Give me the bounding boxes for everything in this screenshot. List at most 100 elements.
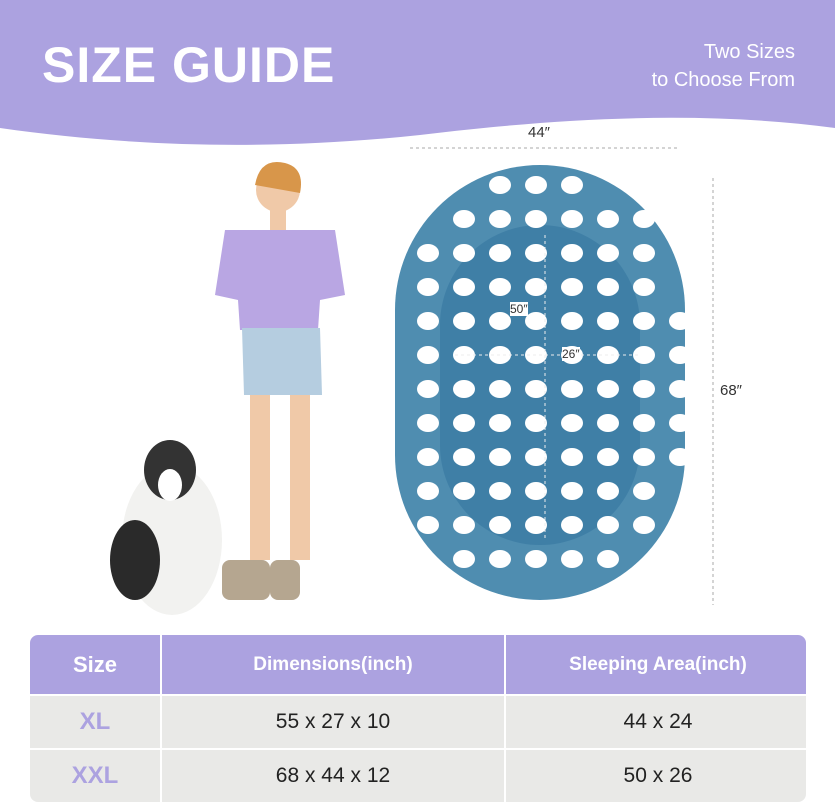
subtitle: Two Sizes to Choose From xyxy=(652,38,795,94)
cloud-pattern xyxy=(633,380,655,398)
cloud-pattern xyxy=(633,448,655,466)
cloud-pattern xyxy=(453,414,475,432)
cloud-pattern xyxy=(525,176,547,194)
cloud-pattern xyxy=(489,176,511,194)
subtitle-line-1: Two Sizes xyxy=(703,41,795,63)
cloud-pattern xyxy=(525,448,547,466)
cloud-pattern xyxy=(597,550,619,568)
cloud-pattern xyxy=(597,244,619,262)
cloud-pattern xyxy=(633,312,655,330)
row-sleeping-area: 50 x 26 xyxy=(506,750,806,802)
cloud-pattern xyxy=(453,312,475,330)
person-figure xyxy=(215,161,345,600)
cloud-pattern xyxy=(597,278,619,296)
cloud-pattern xyxy=(525,312,547,330)
cloud-pattern xyxy=(669,414,691,432)
cloud-pattern xyxy=(453,278,475,296)
cloud-pattern xyxy=(525,278,547,296)
header-dimensions: Dimensions(inch) xyxy=(162,635,504,694)
subtitle-line-2: to Choose From xyxy=(651,69,795,91)
cloud-pattern xyxy=(633,414,655,432)
cloud-pattern xyxy=(489,380,511,398)
cloud-pattern xyxy=(453,210,475,228)
cloud-pattern xyxy=(489,244,511,262)
dimension-lines xyxy=(410,147,714,605)
row-dimensions: 55 x 27 x 10 xyxy=(162,696,504,748)
cloud-pattern xyxy=(633,244,655,262)
cloud-pattern xyxy=(489,448,511,466)
cloud-pattern xyxy=(417,278,439,296)
cloud-pattern xyxy=(489,482,511,500)
header-banner xyxy=(0,0,835,145)
cloud-pattern xyxy=(525,516,547,534)
cloud-pattern xyxy=(561,210,583,228)
cloud-pattern xyxy=(561,448,583,466)
dimension-outer-width: 44″ xyxy=(528,124,550,141)
cloud-pattern xyxy=(417,346,439,364)
cloud-pattern xyxy=(453,380,475,398)
page-title: SIZE GUIDE xyxy=(42,37,336,93)
row-dimensions: 68 x 44 x 12 xyxy=(162,750,504,802)
header-sleeping-area: Sleeping Area(inch) xyxy=(506,635,806,694)
product-illustration xyxy=(110,147,714,615)
cloud-pattern xyxy=(633,278,655,296)
cloud-pattern xyxy=(597,380,619,398)
cloud-pattern xyxy=(633,482,655,500)
cloud-pattern xyxy=(417,244,439,262)
bed-figure xyxy=(395,165,691,600)
cloud-pattern xyxy=(669,346,691,364)
cloud-pattern xyxy=(417,380,439,398)
row-sleeping-area: 44 x 24 xyxy=(506,696,806,748)
cloud-pattern xyxy=(597,312,619,330)
cloud-pattern xyxy=(489,516,511,534)
cloud-pattern xyxy=(489,414,511,432)
cloud-pattern xyxy=(525,210,547,228)
cloud-pattern xyxy=(417,414,439,432)
cloud-pattern xyxy=(453,244,475,262)
cloud-pattern xyxy=(525,414,547,432)
cloud-pattern xyxy=(417,312,439,330)
dimension-outer-length: 68″ xyxy=(720,382,742,399)
cloud-pattern xyxy=(525,380,547,398)
cloud-pattern xyxy=(669,312,691,330)
cloud-pattern xyxy=(561,176,583,194)
cloud-pattern xyxy=(561,312,583,330)
cloud-pattern xyxy=(633,516,655,534)
cloud-pattern xyxy=(561,482,583,500)
size-table: Size Dimensions(inch) Sleeping Area(inch… xyxy=(30,635,806,802)
cloud-pattern xyxy=(525,550,547,568)
cloud-pattern xyxy=(597,414,619,432)
cloud-pattern xyxy=(453,482,475,500)
cloud-pattern xyxy=(525,244,547,262)
dog-figure xyxy=(110,440,222,615)
cloud-pattern xyxy=(561,550,583,568)
cloud-pattern xyxy=(597,448,619,466)
row-size: XXL xyxy=(30,750,160,802)
cloud-pattern xyxy=(489,278,511,296)
dimension-inner-width: 26″ xyxy=(562,347,580,361)
cloud-pattern xyxy=(561,244,583,262)
cloud-pattern xyxy=(525,482,547,500)
cloud-pattern xyxy=(417,516,439,534)
cloud-pattern xyxy=(489,550,511,568)
cloud-pattern xyxy=(489,312,511,330)
cloud-pattern xyxy=(597,482,619,500)
cloud-pattern xyxy=(417,482,439,500)
cloud-pattern xyxy=(561,516,583,534)
cloud-pattern xyxy=(453,448,475,466)
cloud-pattern xyxy=(453,550,475,568)
cloud-pattern xyxy=(489,210,511,228)
header-size: Size xyxy=(30,635,160,694)
cloud-pattern xyxy=(669,448,691,466)
dimension-inner-length: 50″ xyxy=(510,302,528,316)
cloud-pattern xyxy=(597,210,619,228)
cloud-pattern xyxy=(633,346,655,364)
cloud-pattern xyxy=(453,516,475,534)
cloud-pattern xyxy=(561,278,583,296)
cloud-pattern xyxy=(633,210,655,228)
cloud-pattern xyxy=(561,380,583,398)
cloud-pattern xyxy=(417,448,439,466)
cloud-pattern xyxy=(669,380,691,398)
row-size: XL xyxy=(30,696,160,748)
cloud-pattern xyxy=(597,516,619,534)
